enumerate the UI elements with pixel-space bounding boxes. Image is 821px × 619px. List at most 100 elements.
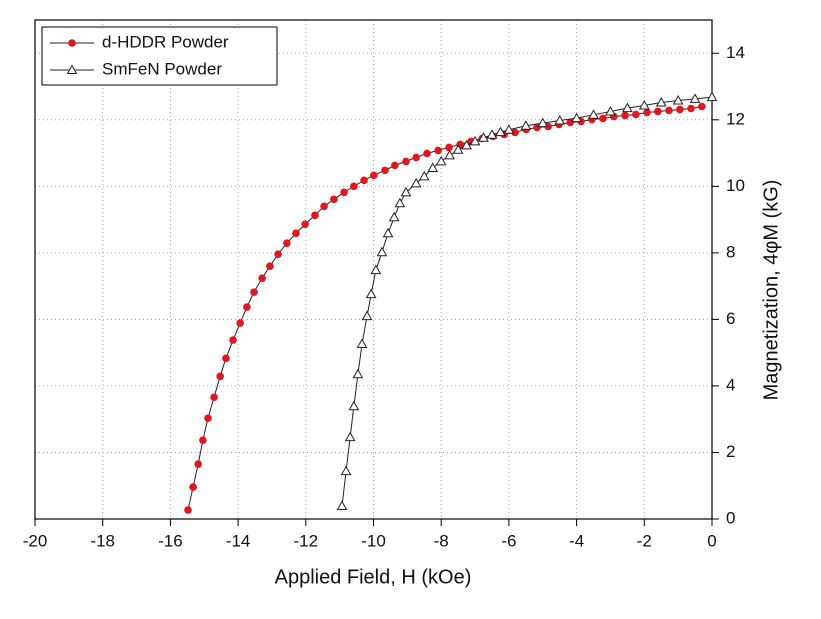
data-point xyxy=(520,120,532,130)
data-point xyxy=(229,336,237,344)
data-point xyxy=(243,303,251,311)
data-point xyxy=(194,460,202,468)
data-point xyxy=(672,94,684,105)
data-point xyxy=(486,129,498,139)
data-point xyxy=(638,99,650,110)
legend-label: SmFeN Powder xyxy=(102,59,222,78)
data-point xyxy=(376,246,388,257)
y-tick-label: 4 xyxy=(726,375,735,394)
y-tick-label: 0 xyxy=(726,508,735,527)
data-point xyxy=(340,465,352,476)
legend-marker xyxy=(66,64,78,74)
data-point xyxy=(348,400,360,411)
data-point xyxy=(199,436,207,444)
data-point xyxy=(643,108,651,117)
data-point xyxy=(495,126,506,137)
data-point xyxy=(461,139,472,150)
x-tick-label: -2 xyxy=(637,531,652,550)
data-point xyxy=(469,135,481,146)
x-tick-label: -8 xyxy=(434,531,449,550)
data-point xyxy=(204,414,212,423)
legend-marker xyxy=(68,39,76,47)
data-point xyxy=(210,393,218,402)
data-point xyxy=(427,162,439,173)
data-point xyxy=(599,114,607,123)
data-point xyxy=(402,157,410,166)
data-point xyxy=(698,102,706,111)
y-tick-label: 6 xyxy=(726,309,735,328)
x-tick-label: -6 xyxy=(501,531,516,550)
data-point xyxy=(320,202,328,211)
data-point xyxy=(571,112,582,123)
data-point xyxy=(350,182,358,191)
data-point xyxy=(632,110,640,119)
x-tick-label: -4 xyxy=(569,531,584,550)
data-point xyxy=(478,132,489,142)
legend-label: d-HDDR Powder xyxy=(102,32,229,51)
data-point xyxy=(370,171,378,180)
data-point xyxy=(361,310,373,321)
series-line xyxy=(341,96,713,507)
data-point xyxy=(352,368,364,379)
data-point xyxy=(184,506,192,514)
x-tick-label: -12 xyxy=(294,531,319,550)
data-point xyxy=(360,176,368,185)
data-point xyxy=(418,170,430,181)
x-tick-label: -20 xyxy=(23,531,48,550)
data-point xyxy=(622,102,633,113)
data-point xyxy=(236,319,244,327)
data-point xyxy=(344,431,356,442)
data-point xyxy=(687,104,695,113)
x-tick-label: 0 xyxy=(707,531,716,550)
data-point xyxy=(410,177,422,188)
data-point xyxy=(435,155,447,166)
data-point xyxy=(445,143,453,152)
data-point xyxy=(605,105,616,116)
data-point xyxy=(665,106,673,115)
data-point xyxy=(503,124,515,134)
data-point xyxy=(311,211,319,220)
data-point xyxy=(400,186,412,197)
data-point xyxy=(554,114,566,125)
data-point xyxy=(588,109,599,119)
data-point xyxy=(292,229,300,238)
data-point xyxy=(266,262,274,270)
data-point xyxy=(537,117,549,128)
data-point xyxy=(689,93,701,103)
data-point xyxy=(434,146,442,155)
y-tick-label: 14 xyxy=(726,43,745,62)
data-point xyxy=(250,288,258,296)
data-point xyxy=(444,149,456,160)
y-tick-label: 12 xyxy=(726,109,745,128)
data-point xyxy=(336,500,348,511)
data-point xyxy=(381,166,389,175)
data-point xyxy=(423,149,431,158)
x-tick-label: -14 xyxy=(226,531,251,550)
y-tick-label: 8 xyxy=(726,242,735,261)
data-point xyxy=(365,288,377,299)
y-tick-label: 2 xyxy=(726,442,735,461)
data-point xyxy=(676,105,684,114)
plot-frame xyxy=(34,19,713,520)
data-point xyxy=(452,144,464,154)
data-point xyxy=(274,250,282,258)
data-point xyxy=(216,372,224,381)
data-point xyxy=(301,220,309,229)
data-point xyxy=(388,211,400,222)
data-point xyxy=(330,195,338,204)
data-point xyxy=(621,111,629,120)
data-point xyxy=(189,483,197,491)
data-point xyxy=(382,227,394,238)
x-tick-label: -16 xyxy=(158,531,183,550)
data-point xyxy=(655,96,667,107)
x-axis-label: Applied Field, H (kOe) xyxy=(275,566,472,588)
data-point xyxy=(222,354,230,363)
data-point xyxy=(511,128,519,137)
x-tick-label: -10 xyxy=(361,531,386,550)
data-point xyxy=(258,274,266,282)
legend: d-HDDR Powder SmFeN Powder xyxy=(41,26,278,86)
y-axis-label: Magnetization, 4φM (kG) xyxy=(760,180,782,401)
series-line xyxy=(187,106,702,511)
